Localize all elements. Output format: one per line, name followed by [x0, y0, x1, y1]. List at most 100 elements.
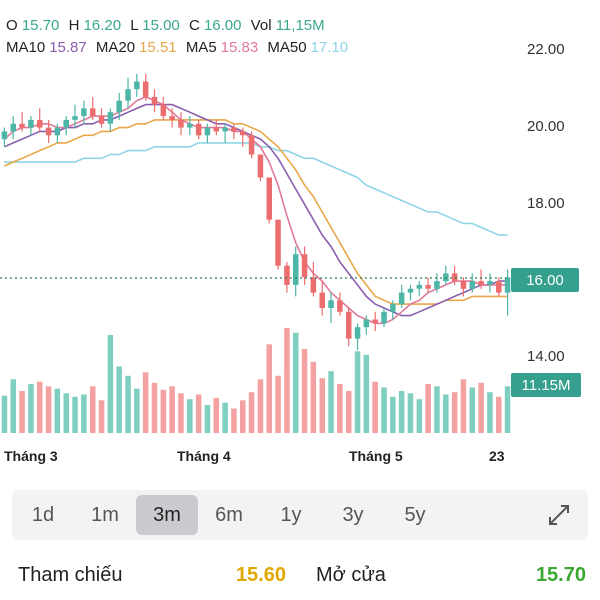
ma10-label: MA10 — [6, 39, 45, 56]
candle-body — [266, 177, 272, 220]
candle-body — [204, 127, 211, 136]
volume-bar — [81, 394, 87, 433]
candle-body — [107, 112, 114, 124]
open-value: 15.70 — [22, 17, 60, 34]
candle — [425, 277, 431, 293]
candle-body — [195, 123, 202, 136]
volume-bar — [407, 393, 414, 433]
volume-bar — [451, 392, 458, 433]
candle — [354, 323, 361, 351]
candle — [90, 96, 96, 120]
low-label: L — [130, 17, 142, 34]
volume-bar — [293, 332, 299, 433]
candle — [28, 116, 34, 136]
range-selector: 1d 1m 3m 6m 1y 3y 5y — [12, 490, 588, 540]
volume-bar — [319, 378, 325, 433]
volume-bar — [134, 388, 140, 433]
candle — [266, 177, 272, 224]
moving-averages — [3, 96, 508, 325]
candle-body — [390, 304, 396, 312]
candle — [204, 123, 211, 143]
x-label-thang5: Tháng 5 — [349, 448, 403, 464]
reference-price-label: Tham chiếu — [18, 563, 123, 586]
candle — [407, 284, 414, 301]
volume-bar — [178, 393, 184, 433]
ma20-line — [4, 119, 508, 305]
ma5-value: 15.83 — [221, 39, 259, 56]
candle-body — [248, 135, 255, 155]
candle — [275, 219, 281, 270]
vol-label: Vol — [251, 17, 276, 34]
candle-body — [72, 116, 78, 120]
range-3m-button[interactable]: 3m — [136, 495, 198, 535]
candle-body — [240, 131, 246, 136]
range-buttons: 1d 1m 3m 6m 1y 3y 5y — [12, 495, 446, 535]
candle-body — [337, 300, 343, 312]
candle-body — [151, 96, 158, 105]
high-value: 16.20 — [84, 17, 122, 34]
candle — [337, 292, 343, 316]
volume-bar — [54, 388, 61, 433]
candle-body — [160, 104, 167, 117]
candle-body — [504, 277, 511, 293]
candle-body — [301, 254, 308, 278]
candle-body — [284, 265, 290, 285]
candle-body — [231, 127, 237, 132]
open-label: O — [6, 17, 22, 34]
candle-body — [460, 281, 467, 289]
volume-bar — [63, 393, 69, 433]
candle — [398, 284, 405, 308]
expand-icon[interactable] — [546, 502, 572, 528]
candle-body — [19, 123, 25, 128]
range-1m-button[interactable]: 1m — [91, 503, 119, 526]
candle — [328, 292, 334, 324]
volume-bar — [301, 349, 308, 433]
volume-bar — [487, 392, 493, 433]
candle-body — [496, 281, 502, 293]
volume-bar — [434, 386, 440, 433]
candle — [310, 261, 317, 297]
stock-chart[interactable]: O 15.70 H 16.20 L 15.00 C 16.00 Vol 11,1… — [0, 0, 600, 480]
candle — [319, 281, 325, 316]
range-5y-button[interactable]: 5y — [404, 503, 426, 526]
volume-bar — [1, 395, 8, 433]
open-price-label: Mở cửa — [316, 563, 386, 586]
candle — [160, 96, 167, 120]
candle — [72, 104, 78, 128]
x-label-23: 23 — [489, 448, 505, 464]
candle — [134, 73, 140, 97]
volume-bar — [213, 398, 219, 433]
range-3y-button[interactable]: 3y — [342, 503, 364, 526]
volume-bar — [381, 387, 387, 433]
volume-bar — [187, 399, 193, 433]
volume-bar — [346, 391, 352, 433]
volume-bar — [328, 371, 334, 433]
ma50-value: 17.10 — [311, 39, 349, 56]
candle-body — [45, 127, 52, 136]
volume-bar — [460, 379, 467, 433]
candle — [496, 277, 502, 297]
candle-body — [90, 108, 96, 117]
low-value: 15.00 — [142, 17, 180, 34]
candle-body — [398, 292, 405, 305]
candle — [434, 273, 440, 293]
candle — [178, 112, 184, 136]
volume-bar — [363, 354, 370, 433]
range-1y-button[interactable]: 1y — [280, 503, 302, 526]
range-1d-button[interactable]: 1d — [31, 503, 55, 526]
candle-body — [346, 311, 352, 339]
candle — [63, 116, 69, 136]
candle-body — [125, 89, 131, 101]
range-6m-button[interactable]: 6m — [215, 503, 243, 526]
candle — [284, 261, 290, 293]
candle-body — [293, 254, 299, 285]
candle — [222, 123, 228, 143]
volume-bar — [125, 375, 131, 433]
volume-bar — [469, 387, 475, 433]
candle-body — [81, 108, 87, 117]
candle — [195, 119, 202, 140]
ma10-line — [4, 103, 508, 317]
ma20-label: MA20 — [96, 39, 135, 56]
candle-body — [116, 100, 122, 113]
candle — [293, 246, 299, 297]
